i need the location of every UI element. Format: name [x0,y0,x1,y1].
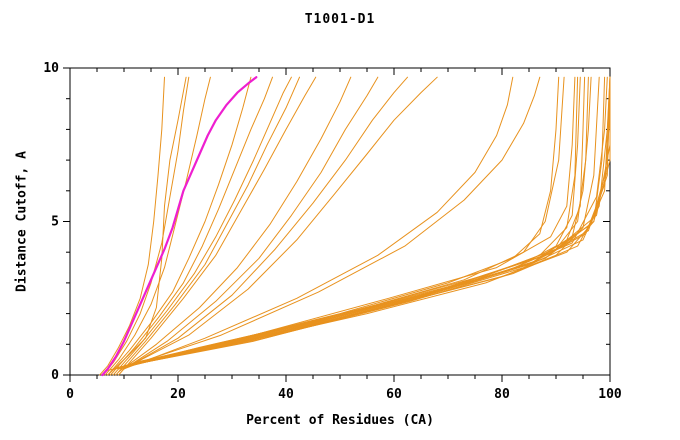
series-line [107,76,592,371]
x-tick-label: 0 [66,387,74,402]
highlighted-series-line [101,76,258,377]
series-line [104,76,211,376]
chart-title: T1001-D1 [304,12,376,27]
series-line [118,76,317,376]
y-tick-label: 5 [51,215,59,230]
series-line [123,76,565,368]
series-line [139,76,611,364]
y-tick-label: 10 [43,61,59,76]
x-tick-label: 40 [278,387,294,402]
series-line [123,76,611,367]
x-tick-label: 20 [170,387,186,402]
series-line [112,76,292,376]
series-line [107,76,252,376]
series-line [123,76,408,370]
plot-frame [69,67,611,376]
series-line [112,76,581,370]
series-line [123,76,514,370]
series-line [118,76,611,368]
series-line [134,76,576,364]
series-line [118,76,352,373]
series-line [123,76,379,370]
series-line [115,76,300,376]
x-tick-label: 100 [598,387,622,402]
series-line [101,76,190,376]
series-line [139,76,611,362]
series-line [118,76,611,368]
series-line [134,76,611,364]
series-line [128,76,438,367]
series-line [118,76,586,370]
series-line [128,76,579,365]
y-tick-label: 0 [51,368,59,383]
series-line [118,76,560,370]
series-line [110,76,273,376]
series-line [128,76,541,367]
x-tick-label: 60 [386,387,402,402]
series-line [123,76,611,367]
x-tick-label: 80 [494,387,510,402]
series-line [107,76,187,376]
x-axis-label: Percent of Residues (CA) [246,413,434,428]
series-line [99,76,165,376]
